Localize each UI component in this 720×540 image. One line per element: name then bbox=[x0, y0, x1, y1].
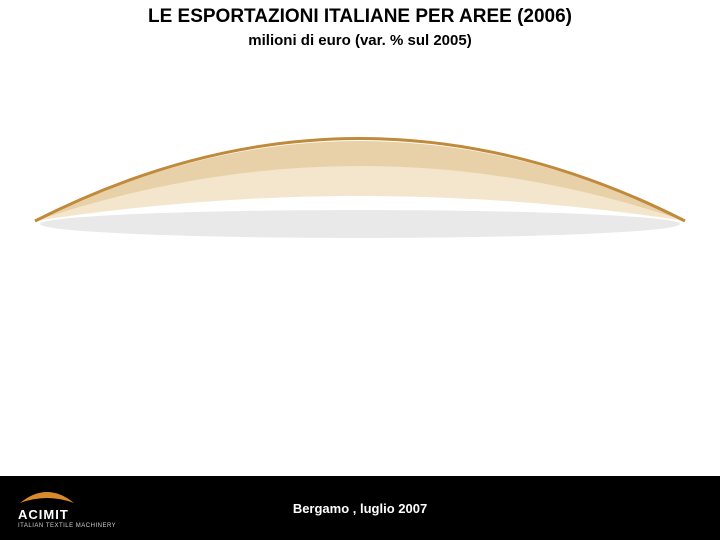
slide: LE ESPORTAZIONI ITALIANE PER AREE (2006)… bbox=[0, 0, 720, 540]
footer-bar: ACIMIT ITALIAN TEXTILE MACHINERY Bergamo… bbox=[0, 476, 720, 540]
page-title: LE ESPORTAZIONI ITALIANE PER AREE (2006) bbox=[0, 6, 720, 28]
footer-text: Bergamo , luglio 2007 bbox=[0, 501, 720, 516]
page-subtitle: milioni di euro (var. % sul 2005) bbox=[0, 32, 720, 49]
decorative-arc bbox=[0, 96, 720, 246]
logo-tagline: ITALIAN TEXTILE MACHINERY bbox=[18, 523, 116, 529]
arc-shadow bbox=[40, 210, 680, 238]
